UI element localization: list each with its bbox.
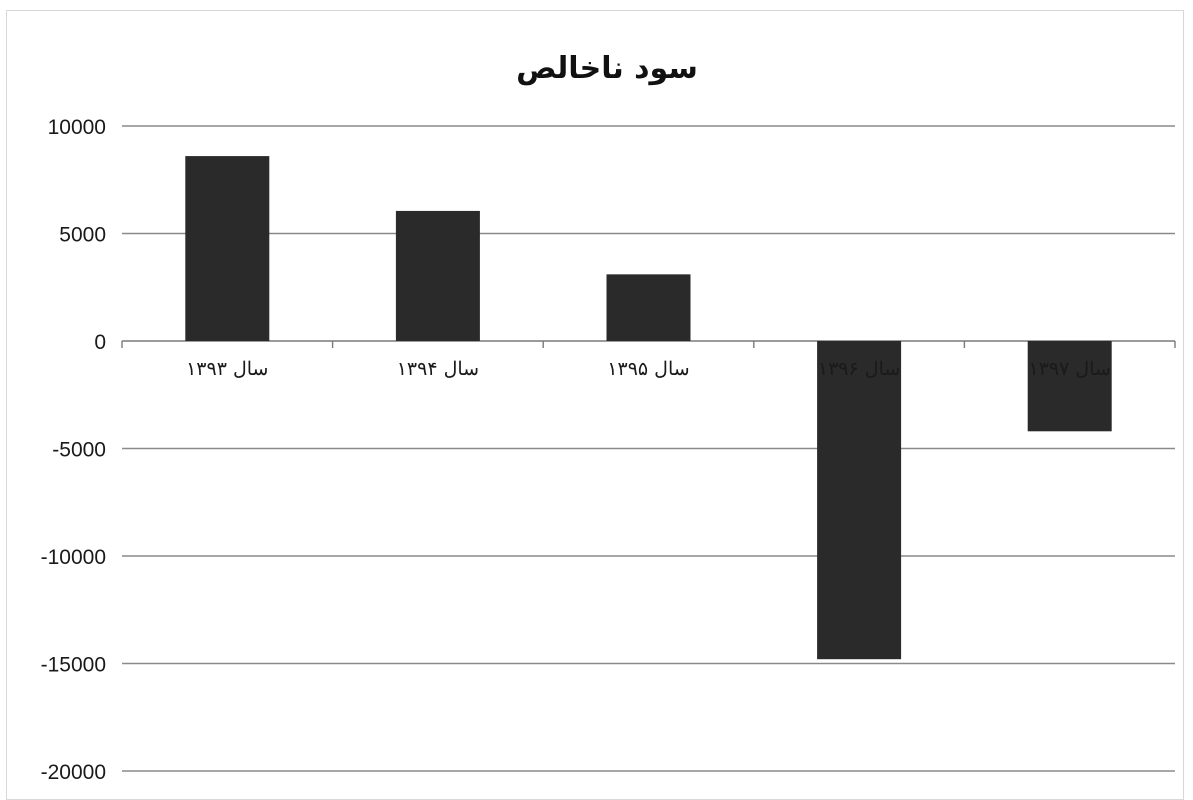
bar — [185, 156, 270, 341]
y-tick-label: -15000 — [41, 654, 106, 677]
y-tick-label: -10000 — [41, 546, 106, 569]
grid-lines — [121, 125, 1176, 772]
y-tick-label: -5000 — [52, 439, 106, 462]
y-axis-ticks: 10000 5000 0 -5000 -10000 -15000 -20000 — [41, 116, 106, 784]
y-tick-label: 10000 — [48, 116, 106, 139]
bars — [185, 156, 1112, 660]
chart-frame — [6, 10, 1184, 800]
x-tick-label: سال ۱۳۹۳ — [186, 358, 268, 380]
x-tick-label: سال ۱۳۹۵ — [607, 358, 689, 380]
x-tick-label: سال ۱۳۹۷ — [1029, 358, 1111, 380]
x-tick-label: سال ۱۳۹۴ — [397, 358, 479, 380]
chart-title: سود ناخالص — [516, 51, 698, 86]
x-axis-ticks: سال ۱۳۹۳ سال ۱۳۹۴ سال ۱۳۹۵ سال ۱۳۹۶ سال ۱۳۹۷ — [186, 358, 1111, 380]
bar — [606, 274, 691, 341]
y-tick-label: 5000 — [59, 224, 106, 247]
y-tick-label: -20000 — [41, 761, 106, 784]
bar — [1027, 341, 1112, 432]
y-tick-label: 0 — [94, 331, 106, 354]
bar — [817, 341, 902, 660]
x-tick-label: سال ۱۳۹۶ — [818, 358, 900, 380]
bar — [395, 210, 480, 341]
